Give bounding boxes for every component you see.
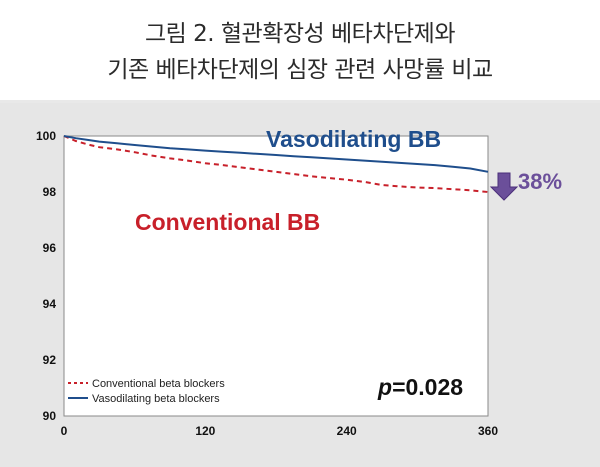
conventional-label: Conventional BB (135, 209, 320, 235)
y-tick-label: 98 (43, 185, 57, 199)
legend: Conventional beta blockers Vasodilating … (68, 378, 225, 405)
y-tick-label: 94 (43, 297, 57, 311)
axis-ticks: 90 92 94 96 98 100 0 120 240 360 (36, 129, 498, 438)
y-tick-label: 96 (43, 241, 57, 255)
p-symbol: p (377, 374, 392, 400)
title-line-2: 기존 베타차단제의 심장 관련 사망률 비교 (107, 57, 493, 83)
p-value: =0.028 (392, 374, 463, 400)
plot-area (63, 135, 489, 417)
y-tick-label: 90 (43, 409, 57, 423)
vasodilating-label: Vasodilating BB (266, 126, 441, 152)
series-line-conventional (63, 135, 489, 193)
reduction-percentage: 38% (518, 169, 562, 194)
x-tick-label: 360 (478, 424, 498, 438)
x-tick-label: 0 (61, 424, 68, 438)
legend-label-vasodilating: Vasodilating beta blockers (92, 393, 220, 405)
series-lines (63, 135, 489, 193)
chart-panel: 90 92 94 96 98 100 0 120 240 360 Vasodilating BB … (0, 103, 600, 467)
x-tick-label: 240 (337, 424, 357, 438)
series-line-vasodilating (63, 135, 489, 173)
title-line-1: 그림 2. 혈관확장성 베타차단제와 (145, 21, 455, 47)
y-tick-label: 92 (43, 353, 57, 367)
header: 그림 2. 혈관확장성 베타차단제와 기존 베타차단제의 심장 관련 사망률 비… (0, 0, 600, 100)
reduction-arrow-icon (489, 172, 519, 201)
y-tick-label: 100 (36, 129, 56, 143)
p-value-label: p=0.028 (377, 374, 463, 400)
legend-label-conventional: Conventional beta blockers (92, 378, 225, 390)
x-tick-label: 120 (195, 424, 215, 438)
